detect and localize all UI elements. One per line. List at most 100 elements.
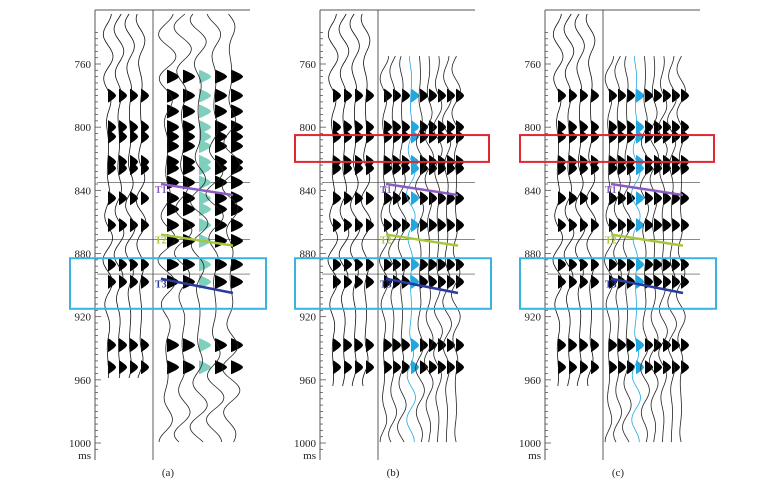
highlight-trace <box>631 56 641 443</box>
peak-fill <box>231 120 243 135</box>
peak-fill <box>654 191 662 206</box>
peak-fill <box>447 360 455 375</box>
highlight-peak <box>411 120 419 135</box>
peak-fill <box>558 274 566 289</box>
peak-fill <box>558 360 566 375</box>
peak-fill <box>167 120 179 135</box>
peak-fill <box>355 257 363 272</box>
highlight-peak <box>199 120 211 135</box>
peak-fill <box>384 161 392 176</box>
peak-fill <box>366 129 374 144</box>
peak-fill <box>167 233 179 248</box>
time-tick-label: 920 <box>75 312 92 324</box>
peak-fill <box>393 257 401 272</box>
peak-fill <box>447 120 455 135</box>
peak-fill <box>681 274 689 289</box>
peak-fill <box>119 88 127 103</box>
peak-fill <box>447 338 455 353</box>
peak-fill <box>663 120 671 135</box>
peak-fill <box>333 129 341 144</box>
horizon-t1-line <box>385 182 459 197</box>
peak-fill <box>215 88 227 103</box>
wiggle-trace <box>135 13 147 379</box>
highlight-peak <box>636 129 644 144</box>
peak-fill <box>663 218 671 233</box>
peak-fill <box>420 218 428 233</box>
peak-fill <box>672 257 680 272</box>
peak-fill <box>429 120 437 135</box>
peak-fill <box>456 218 464 233</box>
wiggle-trace <box>349 13 361 387</box>
time-tick-label: 960 <box>300 375 317 387</box>
peak-fill <box>420 338 428 353</box>
time-tick-label: 1000 <box>519 438 542 450</box>
peak-fill <box>402 191 410 206</box>
peak-fill <box>438 257 446 272</box>
peak-fill <box>645 257 653 272</box>
horizon-t1-line <box>160 182 234 197</box>
peak-fill <box>141 120 149 135</box>
peak-fill <box>402 120 410 135</box>
peak-fill <box>130 120 138 135</box>
highlight-peak <box>411 218 419 233</box>
time-unit-label: ms <box>528 450 541 462</box>
wiggle-trace <box>124 13 136 379</box>
peak-fill <box>672 338 680 353</box>
highlight-trace <box>406 56 416 443</box>
peak-fill <box>558 161 566 176</box>
peak-fill <box>231 161 243 176</box>
peak-fill <box>231 88 243 103</box>
peak-fill <box>183 161 195 176</box>
time-unit-label: ms <box>78 450 91 462</box>
highlight-peak <box>636 88 644 103</box>
horizon-t2-line <box>385 233 459 247</box>
highlight-peak <box>199 129 211 144</box>
time-unit-label: ms <box>303 450 316 462</box>
highlight-box-red <box>294 134 490 163</box>
horizon-t2-label: T2 <box>380 235 392 246</box>
peak-fill <box>231 257 243 272</box>
highlight-peak <box>636 360 644 375</box>
peak-fill <box>402 129 410 144</box>
peak-fill <box>645 338 653 353</box>
horizon-t3-label: T3 <box>605 280 617 291</box>
peak-fill <box>355 191 363 206</box>
peak-fill <box>119 129 127 144</box>
peak-fill <box>420 129 428 144</box>
horizon-t2-label: T2 <box>155 235 167 246</box>
peak-fill <box>681 129 689 144</box>
peak-fill <box>167 218 179 233</box>
peak-fill <box>618 218 626 233</box>
peak-fill <box>402 360 410 375</box>
peak-fill <box>609 88 617 103</box>
peak-fill <box>119 338 127 353</box>
horizon-t3-line <box>160 277 234 295</box>
wiggle-trace <box>157 13 177 443</box>
peak-fill <box>130 191 138 206</box>
peak-fill <box>618 338 626 353</box>
peak-fill <box>429 191 437 206</box>
peak-fill <box>393 120 401 135</box>
highlight-peak <box>199 202 211 217</box>
time-tick-label: 840 <box>300 185 317 197</box>
peak-fill <box>366 274 374 289</box>
peak-fill <box>645 191 653 206</box>
peak-fill <box>654 274 662 289</box>
peak-fill <box>355 161 363 176</box>
peak-fill <box>672 218 680 233</box>
horizon-t2-label: T2 <box>605 235 617 246</box>
peak-fill <box>344 257 352 272</box>
peak-fill <box>355 338 363 353</box>
wiggle-trace <box>379 56 389 443</box>
peak-fill <box>627 191 635 206</box>
highlight-peak <box>636 120 644 135</box>
peak-fill <box>231 175 243 190</box>
horizon-t2-line <box>610 233 684 247</box>
peak-fill <box>384 88 392 103</box>
peak-fill <box>580 88 588 103</box>
peak-fill <box>141 129 149 144</box>
peak-fill <box>183 257 195 272</box>
peak-fill <box>627 88 635 103</box>
panels-group: 7608008408809209601000msT1T2T3(a)7608008… <box>69 9 717 479</box>
